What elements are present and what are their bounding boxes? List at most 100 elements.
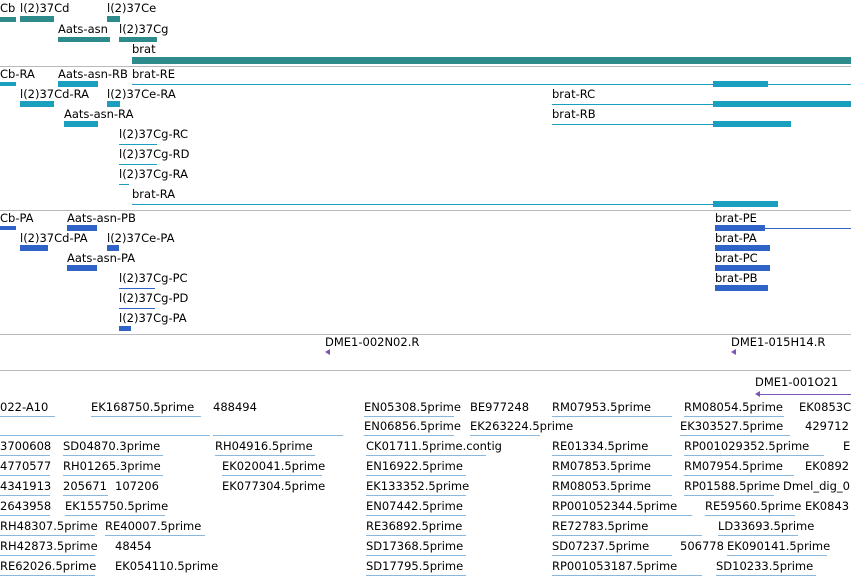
est-label[interactable]: EK0853C (799, 400, 851, 414)
est-feature[interactable] (552, 475, 672, 476)
est-label[interactable]: EK054110.5prime (115, 559, 219, 573)
gene-label[interactable]: Cb (0, 1, 16, 15)
est-label[interactable]: Dmel_dig_0 (783, 479, 850, 493)
transcript-label[interactable]: brat-RB (552, 107, 596, 121)
protein-label[interactable]: l(2)37Ce-PA (107, 231, 175, 245)
est-label[interactable]: 107206 (115, 479, 159, 493)
est-feature[interactable] (552, 515, 692, 516)
est-label[interactable]: RE40007.5prime (105, 519, 202, 533)
protein-label[interactable]: Aats-asn-PA (67, 251, 136, 265)
est-feature[interactable] (0, 435, 210, 436)
est-label[interactable]: RM07953.5prime (552, 400, 651, 414)
transcript-label[interactable]: brat-RE (132, 67, 175, 81)
est-feature[interactable] (364, 416, 454, 417)
est-feature[interactable] (0, 455, 50, 456)
est-feature[interactable] (366, 495, 466, 496)
transcript-feature[interactable] (58, 81, 98, 87)
transcript-label[interactable]: brat-RA (132, 187, 176, 201)
protein-feature[interactable] (107, 245, 119, 251)
est-feature[interactable] (366, 475, 466, 476)
protein-label[interactable]: l(2)37Cg-PC (119, 271, 188, 285)
est-label[interactable]: 48454 (115, 539, 152, 553)
est-feature[interactable] (366, 455, 486, 456)
est-label[interactable]: EN07442.5prime (366, 499, 463, 513)
est-feature[interactable] (105, 535, 205, 536)
est-feature[interactable] (0, 475, 50, 476)
gene-label[interactable]: brat (132, 42, 156, 56)
protein-label[interactable]: brat-PB (715, 271, 758, 285)
est-feature[interactable] (684, 455, 824, 456)
est-label[interactable]: SD04870.3prime (63, 439, 161, 453)
est-label[interactable]: RE62026.5prime (0, 559, 97, 573)
transcript-label[interactable]: l(2)37Ce-RA (107, 87, 176, 101)
est-label[interactable]: EN06856.5prime (364, 419, 461, 433)
protein-feature[interactable] (119, 326, 131, 331)
est-label[interactable]: RH42873.5prime (0, 539, 98, 553)
est-label[interactable]: 022-A10 (0, 400, 49, 414)
transcript-feature[interactable] (107, 101, 120, 107)
est-label[interactable]: EK303527.5prime (680, 419, 784, 433)
protein-label[interactable]: brat-PA (715, 231, 757, 245)
est-label[interactable]: RP01588.5prime (684, 479, 780, 493)
gene-feature[interactable] (0, 17, 16, 22)
est-label[interactable]: CK01711.5prime.contig (366, 439, 502, 453)
est-feature[interactable] (552, 495, 672, 496)
protein-feature[interactable] (715, 265, 770, 271)
est-label[interactable]: EK0892 (805, 459, 850, 473)
est-label[interactable]: EK0843 (805, 499, 850, 513)
est-label[interactable]: LD33693.5prime (718, 519, 815, 533)
est-feature[interactable] (718, 535, 798, 536)
est-label[interactable]: RE01334.5prime (552, 439, 649, 453)
transcript-label[interactable]: Aats-asn-RA (64, 107, 134, 121)
est-feature[interactable] (552, 455, 672, 456)
gene-feature[interactable] (20, 16, 54, 22)
transcript-label[interactable]: Cb-RA (0, 67, 35, 81)
est-feature[interactable] (684, 416, 784, 417)
protein-feature[interactable] (715, 225, 765, 231)
est-label[interactable]: SD07237.5prime (552, 539, 650, 553)
est-label[interactable]: RE59560.5prime (705, 499, 802, 513)
est-label[interactable]: 205671 (63, 479, 107, 493)
est-label[interactable]: EK133352.5prime (366, 479, 470, 493)
est-feature[interactable] (470, 435, 540, 436)
est-feature[interactable] (680, 435, 790, 436)
est-label[interactable]: RP001052344.5prime (552, 499, 678, 513)
clone-marker[interactable] (755, 391, 760, 397)
est-label[interactable]: SD17368.5prime (366, 539, 464, 553)
transcript-exon[interactable] (713, 121, 791, 127)
protein-label[interactable]: l(2)37Cg-PD (119, 291, 189, 305)
protein-label[interactable]: Aats-asn-PB (67, 211, 136, 225)
protein-label[interactable]: brat-PC (715, 251, 758, 265)
protein-label[interactable]: l(2)37Cg-PA (119, 311, 187, 325)
transcript-feature[interactable] (64, 121, 98, 127)
est-label[interactable]: BE977248 (470, 400, 530, 414)
est-feature[interactable] (552, 575, 702, 576)
est-feature[interactable] (0, 495, 50, 496)
transcript-feature[interactable] (20, 101, 54, 107)
gene-label[interactable]: l(2)37Ce (107, 1, 157, 15)
protein-label[interactable]: brat-PE (715, 211, 757, 225)
est-label[interactable]: RH04916.5prime (215, 439, 313, 453)
est-label[interactable]: EN16922.5prime (366, 459, 463, 473)
est-label[interactable]: 4341913 (0, 479, 52, 493)
est-feature[interactable] (63, 455, 163, 456)
clone-label[interactable]: DME1-001O21 (755, 375, 839, 389)
est-feature[interactable] (213, 435, 343, 436)
est-label[interactable]: RP001053187.5prime (552, 559, 678, 573)
clone-label[interactable]: DME1-015H14.R (731, 335, 826, 349)
protein-feature[interactable] (67, 265, 97, 271)
est-label[interactable]: 506778 (680, 539, 724, 553)
est-label[interactable]: RH48307.5prime (0, 519, 98, 533)
est-feature[interactable] (366, 575, 466, 576)
clone-marker[interactable] (731, 349, 736, 355)
est-label[interactable]: EK168750.5prime (91, 400, 195, 414)
est-feature[interactable] (684, 475, 794, 476)
est-feature[interactable] (366, 515, 466, 516)
transcript-label[interactable]: brat-RC (552, 87, 596, 101)
est-feature[interactable] (91, 416, 201, 417)
est-feature[interactable] (63, 495, 108, 496)
transcript-label[interactable]: l(2)37Cg-RA (119, 167, 188, 181)
protein-feature[interactable] (0, 226, 16, 230)
protein-feature[interactable] (715, 245, 770, 251)
protein-label[interactable]: l(2)37Cd-PA (20, 231, 88, 245)
